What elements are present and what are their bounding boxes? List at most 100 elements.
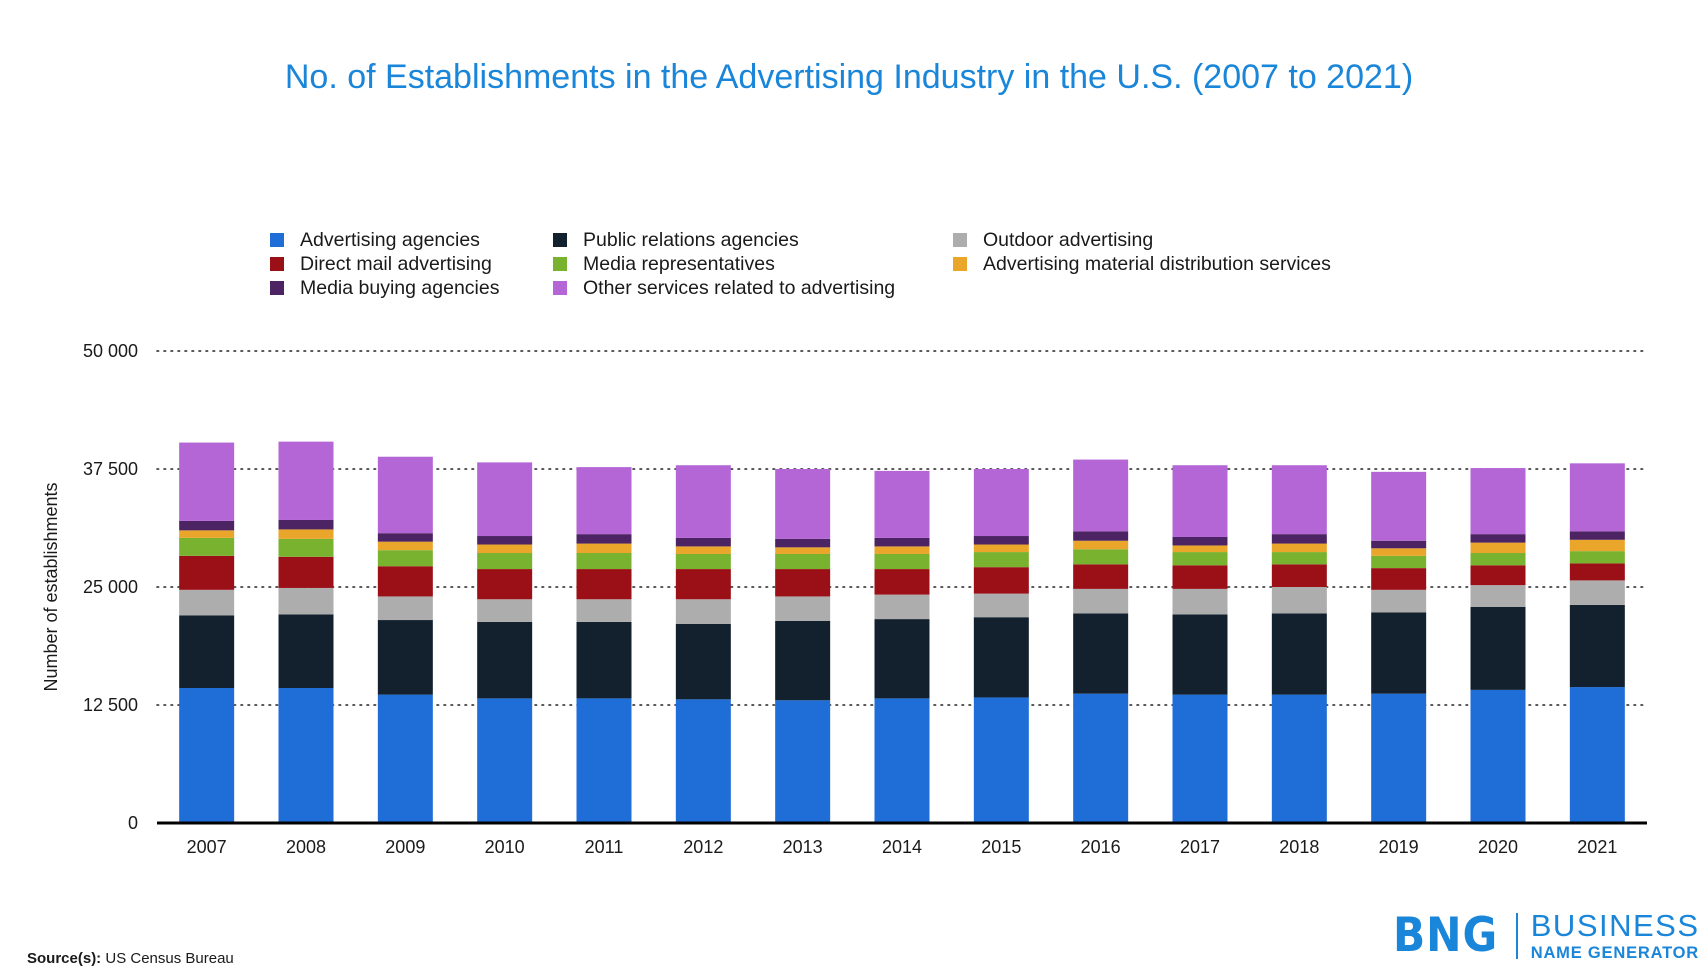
bar-media-buying-agencies-2020 (1470, 534, 1526, 543)
bar-public-relations-agencies-2008 (278, 614, 334, 689)
bar-advertising-material-distribution-services-2007 (179, 530, 235, 538)
bar-other-services-related-to-advertising-2013 (775, 469, 831, 539)
bar-public-relations-agencies-2019 (1371, 612, 1427, 694)
bar-public-relations-agencies-2021 (1569, 604, 1625, 688)
legend-item-advertising-agencies[interactable]: Advertising agencies (270, 228, 553, 252)
bar-outdoor-advertising-2011 (576, 599, 632, 622)
bar-advertising-agencies-2009 (377, 694, 433, 823)
bar-media-buying-agencies-2017 (1172, 536, 1228, 546)
bar-other-services-related-to-advertising-2012 (675, 465, 731, 538)
bar-public-relations-agencies-2013 (775, 620, 831, 701)
logo-mark: BNG (1393, 908, 1499, 963)
bar-advertising-agencies-2018 (1271, 694, 1327, 823)
chart-title: No. of Establishments in the Advertising… (284, 58, 1414, 96)
y-tick-label: 37 500 (83, 459, 138, 479)
legend-item-advertising-material-distribution-services[interactable]: Advertising material distribution servic… (953, 252, 1373, 276)
bar-public-relations-agencies-2012 (675, 623, 731, 700)
bar-advertising-material-distribution-services-2010 (477, 544, 533, 554)
bar-other-services-related-to-advertising-2017 (1172, 465, 1228, 537)
bar-media-representatives-2014 (874, 553, 930, 570)
bar-advertising-material-distribution-services-2020 (1470, 542, 1526, 554)
bar-advertising-agencies-2015 (973, 697, 1029, 823)
legend-item-media-buying-agencies[interactable]: Media buying agencies (270, 276, 553, 300)
legend-item-direct-mail-advertising[interactable]: Direct mail advertising (270, 252, 553, 276)
bar-advertising-material-distribution-services-2012 (675, 546, 731, 554)
bar-media-buying-agencies-2013 (775, 538, 831, 548)
logo-divider (1515, 912, 1518, 959)
logo-line-business: BUSINESS (1530, 907, 1698, 943)
legend-swatch (953, 257, 967, 271)
bar-advertising-material-distribution-services-2014 (874, 546, 930, 554)
bar-public-relations-agencies-2020 (1470, 606, 1526, 690)
x-tick-label: 2021 (1577, 837, 1617, 857)
bar-direct-mail-advertising-2016 (1073, 564, 1129, 589)
bar-direct-mail-advertising-2007 (179, 555, 235, 590)
bar-other-services-related-to-advertising-2014 (874, 470, 930, 538)
bar-advertising-agencies-2013 (775, 700, 831, 823)
legend-item-public-relations-agencies[interactable]: Public relations agencies (553, 228, 953, 252)
bar-other-services-related-to-advertising-2007 (179, 442, 235, 521)
bar-advertising-agencies-2016 (1073, 693, 1129, 823)
x-tick-label: 2015 (981, 837, 1021, 857)
legend-swatch (270, 233, 284, 247)
bar-advertising-agencies-2011 (576, 698, 632, 823)
x-tick-label: 2010 (485, 837, 525, 857)
bar-media-buying-agencies-2012 (675, 537, 731, 547)
bar-other-services-related-to-advertising-2008 (278, 441, 334, 520)
bar-outdoor-advertising-2010 (477, 599, 533, 622)
bar-public-relations-agencies-2010 (477, 621, 533, 699)
bar-media-representatives-2019 (1371, 555, 1427, 569)
y-tick-label: 12 500 (83, 695, 138, 715)
x-tick-label: 2017 (1180, 837, 1220, 857)
bar-public-relations-agencies-2009 (377, 620, 433, 695)
legend-swatch (270, 257, 284, 271)
bar-outdoor-advertising-2009 (377, 596, 433, 621)
legend-label: Media representatives (583, 252, 775, 275)
x-tick-label: 2014 (882, 837, 922, 857)
bar-media-representatives-2017 (1172, 552, 1228, 566)
bar-advertising-material-distribution-services-2013 (775, 547, 831, 554)
bar-public-relations-agencies-2014 (874, 619, 930, 699)
legend-item-media-representatives[interactable]: Media representatives (553, 252, 953, 276)
x-tick-label: 2018 (1279, 837, 1319, 857)
bar-public-relations-agencies-2015 (973, 617, 1029, 698)
bar-advertising-material-distribution-services-2011 (576, 543, 632, 554)
bar-outdoor-advertising-2007 (179, 589, 235, 616)
bar-media-buying-agencies-2010 (477, 536, 533, 545)
legend-swatch (553, 281, 567, 295)
bar-media-representatives-2008 (278, 538, 334, 557)
x-tick-label: 2011 (585, 837, 624, 857)
bar-advertising-agencies-2007 (179, 688, 235, 823)
bar-public-relations-agencies-2016 (1073, 613, 1129, 694)
bar-media-representatives-2009 (377, 550, 433, 567)
bar-media-representatives-2016 (1073, 549, 1129, 565)
bar-direct-mail-advertising-2014 (874, 569, 930, 595)
source-note: Source(s): US Census Bureau (27, 950, 234, 967)
bar-other-services-related-to-advertising-2018 (1271, 465, 1327, 535)
bar-outdoor-advertising-2018 (1271, 587, 1327, 614)
bar-media-representatives-2015 (973, 552, 1029, 568)
bar-direct-mail-advertising-2015 (973, 567, 1029, 594)
bar-direct-mail-advertising-2013 (775, 569, 831, 597)
bar-direct-mail-advertising-2010 (477, 569, 533, 600)
bar-advertising-material-distribution-services-2009 (377, 541, 433, 551)
legend-item-other-services-related-to-advertising[interactable]: Other services related to advertising (553, 276, 953, 300)
bar-outdoor-advertising-2020 (1470, 585, 1526, 607)
x-tick-label: 2012 (683, 837, 723, 857)
bar-advertising-agencies-2017 (1172, 694, 1228, 823)
bar-media-representatives-2021 (1569, 551, 1625, 564)
legend-swatch (553, 233, 567, 247)
bar-outdoor-advertising-2014 (874, 594, 930, 620)
chart-legend: Advertising agencies Public relations age… (270, 228, 1373, 300)
bar-direct-mail-advertising-2009 (377, 566, 433, 597)
bar-media-buying-agencies-2011 (576, 534, 632, 544)
bar-direct-mail-advertising-2012 (675, 569, 731, 600)
legend-label: Advertising material distribution servic… (983, 252, 1331, 275)
y-tick-label: 50 000 (83, 341, 138, 361)
bar-media-representatives-2007 (179, 537, 235, 556)
y-tick-label: 25 000 (83, 577, 138, 597)
bar-advertising-material-distribution-services-2008 (278, 529, 334, 539)
legend-item-outdoor-advertising[interactable]: Outdoor advertising (953, 228, 1373, 252)
x-tick-label: 2019 (1379, 837, 1419, 857)
bng-logo: BNG BUSINESS NAME GENERATOR (1393, 908, 1698, 963)
